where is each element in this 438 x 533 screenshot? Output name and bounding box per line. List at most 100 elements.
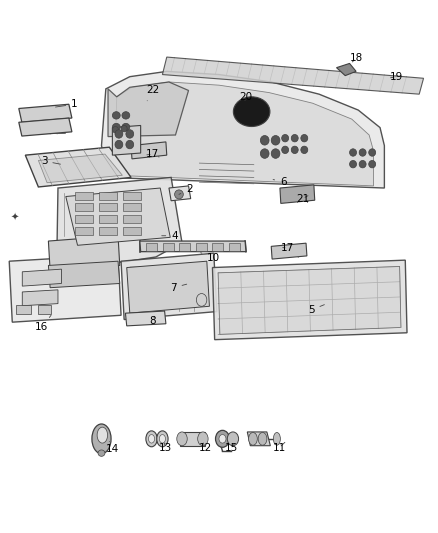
- Text: 5: 5: [308, 305, 325, 315]
- Polygon shape: [48, 261, 120, 288]
- Text: 13: 13: [159, 443, 173, 453]
- Polygon shape: [48, 236, 120, 271]
- Ellipse shape: [233, 97, 270, 126]
- Polygon shape: [127, 261, 209, 313]
- Bar: [196, 243, 207, 251]
- Ellipse shape: [159, 434, 166, 443]
- Text: 15: 15: [225, 443, 238, 453]
- Ellipse shape: [291, 146, 298, 154]
- Ellipse shape: [260, 149, 269, 158]
- Bar: [123, 227, 141, 235]
- Polygon shape: [271, 243, 307, 259]
- Bar: [163, 243, 174, 251]
- Text: 7: 7: [170, 282, 187, 293]
- Bar: [180, 243, 190, 251]
- Text: 6: 6: [273, 176, 287, 187]
- Text: 2: 2: [179, 184, 193, 195]
- Polygon shape: [39, 154, 122, 183]
- Ellipse shape: [113, 126, 118, 133]
- Polygon shape: [140, 241, 246, 252]
- Text: 10: 10: [201, 253, 220, 263]
- Ellipse shape: [291, 134, 298, 142]
- Bar: [99, 215, 117, 223]
- Polygon shape: [280, 185, 315, 204]
- Ellipse shape: [175, 190, 184, 199]
- Text: 22: 22: [146, 85, 159, 101]
- Text: 11: 11: [272, 442, 286, 453]
- Ellipse shape: [121, 125, 127, 132]
- Text: 17: 17: [146, 149, 159, 159]
- Bar: [75, 204, 93, 212]
- Ellipse shape: [359, 149, 366, 156]
- Polygon shape: [19, 118, 72, 136]
- Polygon shape: [169, 186, 191, 201]
- Ellipse shape: [359, 160, 366, 168]
- Ellipse shape: [227, 432, 239, 446]
- Text: 8: 8: [149, 316, 156, 326]
- Polygon shape: [102, 71, 385, 188]
- Bar: [75, 192, 93, 200]
- Text: 1: 1: [56, 99, 78, 109]
- Ellipse shape: [126, 140, 134, 149]
- Bar: [75, 215, 93, 223]
- Polygon shape: [162, 57, 424, 94]
- Ellipse shape: [249, 432, 257, 445]
- Text: ✦: ✦: [11, 213, 19, 223]
- Polygon shape: [22, 269, 61, 286]
- Polygon shape: [336, 63, 356, 76]
- Ellipse shape: [122, 123, 130, 131]
- Bar: [123, 215, 141, 223]
- Bar: [146, 243, 157, 251]
- Text: 14: 14: [106, 441, 119, 455]
- Ellipse shape: [271, 149, 280, 158]
- Text: 20: 20: [240, 92, 253, 102]
- Ellipse shape: [126, 130, 134, 138]
- Ellipse shape: [146, 431, 157, 447]
- Ellipse shape: [282, 146, 289, 154]
- Ellipse shape: [177, 432, 187, 446]
- Polygon shape: [57, 177, 182, 262]
- Ellipse shape: [215, 430, 230, 447]
- Polygon shape: [125, 311, 166, 326]
- Ellipse shape: [113, 112, 120, 119]
- Ellipse shape: [258, 432, 267, 445]
- Polygon shape: [115, 82, 374, 186]
- Bar: [212, 243, 223, 251]
- Polygon shape: [22, 290, 58, 306]
- Text: 16: 16: [35, 316, 51, 333]
- Ellipse shape: [115, 130, 123, 138]
- Ellipse shape: [350, 160, 357, 168]
- Ellipse shape: [301, 134, 308, 142]
- Bar: [38, 305, 50, 314]
- Text: 4: 4: [162, 231, 178, 241]
- Bar: [16, 305, 31, 314]
- Bar: [99, 227, 117, 235]
- Ellipse shape: [148, 434, 155, 443]
- Bar: [99, 204, 117, 212]
- Ellipse shape: [369, 160, 376, 168]
- Polygon shape: [218, 266, 401, 334]
- Ellipse shape: [301, 146, 308, 154]
- Polygon shape: [131, 142, 167, 159]
- Polygon shape: [113, 125, 141, 155]
- Ellipse shape: [115, 140, 123, 149]
- Ellipse shape: [113, 123, 120, 131]
- Polygon shape: [66, 188, 170, 245]
- Polygon shape: [9, 255, 121, 322]
- Text: 18: 18: [350, 53, 363, 63]
- Polygon shape: [108, 82, 188, 136]
- Bar: [123, 204, 141, 212]
- Ellipse shape: [98, 450, 105, 456]
- Ellipse shape: [122, 112, 130, 119]
- Text: 17: 17: [281, 243, 294, 253]
- Text: 12: 12: [198, 443, 212, 453]
- Text: 19: 19: [390, 71, 403, 82]
- Bar: [75, 227, 93, 235]
- Ellipse shape: [369, 149, 376, 156]
- Ellipse shape: [350, 149, 357, 156]
- Polygon shape: [25, 147, 131, 187]
- Text: 3: 3: [41, 156, 60, 166]
- Polygon shape: [212, 260, 407, 340]
- Text: 21: 21: [296, 193, 309, 204]
- Bar: [123, 192, 141, 200]
